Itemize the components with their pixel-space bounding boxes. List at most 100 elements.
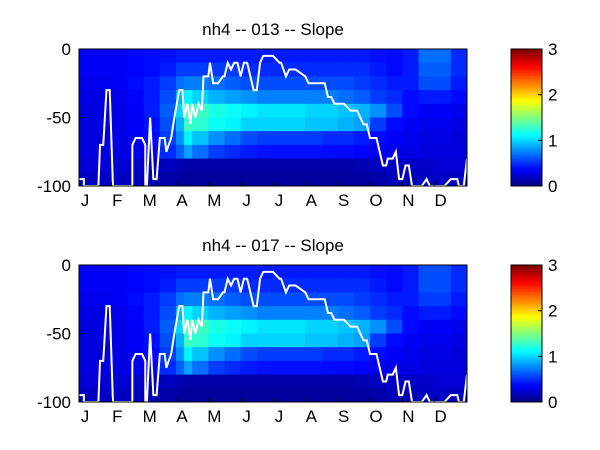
heatmap-cell	[418, 319, 436, 328]
heatmap-cell	[111, 347, 129, 355]
heatmap-cell	[192, 165, 209, 173]
heatmap-cell	[418, 271, 436, 280]
heatmap-cell	[176, 62, 185, 71]
heatmap-cell	[184, 292, 193, 300]
colorbar-swatch	[511, 55, 542, 59]
heatmap-cell	[159, 265, 177, 273]
heatmap-cell	[418, 55, 436, 64]
heatmap-cell	[143, 62, 161, 71]
heatmap-cell	[192, 312, 209, 321]
colorbar-swatch	[511, 138, 542, 142]
heatmap-cell	[111, 165, 129, 173]
colorbar-swatch	[511, 397, 542, 401]
heatmap-cell	[176, 326, 185, 335]
heatmap-cell	[184, 165, 193, 173]
heatmap-cell	[208, 374, 226, 383]
heatmap-cell	[305, 367, 323, 376]
heatmap-cell	[240, 103, 258, 112]
heatmap-cell	[159, 347, 177, 355]
colorbar-swatch	[511, 329, 542, 332]
heatmap-cell	[208, 110, 226, 119]
heatmap-cell	[337, 96, 355, 105]
heatmap-cell	[434, 299, 452, 307]
heatmap-cell	[111, 179, 129, 186]
heatmap-cell	[79, 138, 96, 146]
heatmap-cell	[111, 381, 129, 389]
heatmap-cell	[127, 76, 145, 84]
heatmap-cell	[159, 90, 177, 98]
heatmap-cell	[450, 326, 467, 335]
heatmap-cell	[224, 388, 242, 396]
colorbar-swatch	[511, 51, 542, 54]
heatmap-cell	[289, 388, 306, 396]
heatmap-cell	[184, 62, 193, 71]
heatmap-cell	[95, 103, 112, 112]
heatmap-cell	[79, 374, 96, 383]
heatmap-cell	[192, 367, 209, 376]
heatmap-cell	[434, 62, 452, 71]
heatmap-cell	[192, 381, 209, 389]
heatmap-cell	[402, 138, 420, 146]
heatmap-cell	[192, 306, 209, 314]
heatmap-cell	[159, 49, 177, 57]
heatmap-cell	[386, 131, 403, 139]
heatmap-cell	[95, 172, 112, 180]
heatmap-cell	[240, 333, 258, 341]
colorbar-swatch	[511, 290, 542, 294]
heatmap-cell	[273, 374, 290, 383]
heatmap-cell	[273, 131, 290, 139]
heatmap-cell	[184, 265, 193, 273]
heatmap-cell	[208, 299, 226, 307]
heatmap-cell	[184, 55, 193, 64]
heatmap-cell	[321, 172, 339, 180]
heatmap-cell	[79, 265, 96, 273]
colorbar-swatch	[511, 277, 542, 281]
heatmap-cell	[79, 292, 96, 300]
heatmap-cell	[402, 55, 420, 64]
colorbar-swatch	[511, 166, 542, 170]
heatmap-cell	[337, 62, 355, 71]
heatmap-cell	[289, 62, 306, 71]
colorbar-swatch	[511, 149, 542, 153]
heatmap-cell	[434, 69, 452, 77]
heatmap-cell	[143, 285, 161, 293]
heatmap-cell	[127, 131, 145, 139]
colorbar-swatch	[511, 115, 542, 118]
heatmap-cell	[386, 271, 403, 280]
colorbar-swatch	[511, 365, 542, 369]
heatmap-cell	[184, 388, 193, 396]
heatmap-cell	[256, 381, 274, 389]
heatmap-cell	[450, 83, 467, 91]
heatmap-cell	[337, 131, 355, 139]
heatmap-cell	[418, 179, 436, 186]
colorbar-swatch	[511, 322, 542, 326]
heatmap-cell	[370, 179, 387, 186]
heatmap-cell	[434, 388, 452, 396]
heatmap-cell	[127, 138, 145, 146]
heatmap-cell	[370, 165, 387, 173]
heatmap-cell	[143, 103, 161, 112]
heatmap-cell	[127, 299, 145, 307]
heatmap-cell	[127, 165, 145, 173]
heatmap-cell	[450, 151, 467, 160]
heatmap-cell	[434, 83, 452, 91]
heatmap-cell	[402, 326, 420, 335]
heatmap-cell	[240, 179, 258, 186]
heatmap-cell	[224, 138, 242, 146]
heatmap-cell	[127, 354, 145, 362]
colorbar-swatch	[511, 342, 542, 345]
heatmap-cell	[337, 69, 355, 77]
heatmap-cell	[418, 83, 436, 91]
heatmap-cell	[159, 110, 177, 119]
heatmap-cell	[353, 138, 371, 146]
heatmap-cell	[305, 278, 323, 287]
heatmap-cell	[402, 265, 420, 273]
heatmap-cell	[370, 306, 387, 314]
heatmap-cell	[273, 360, 290, 369]
heatmap-cell	[370, 381, 387, 389]
heatmap-cell	[289, 110, 306, 119]
heatmap-cell	[111, 62, 129, 71]
heatmap-cell	[95, 278, 112, 287]
heatmap-cell	[305, 381, 323, 389]
